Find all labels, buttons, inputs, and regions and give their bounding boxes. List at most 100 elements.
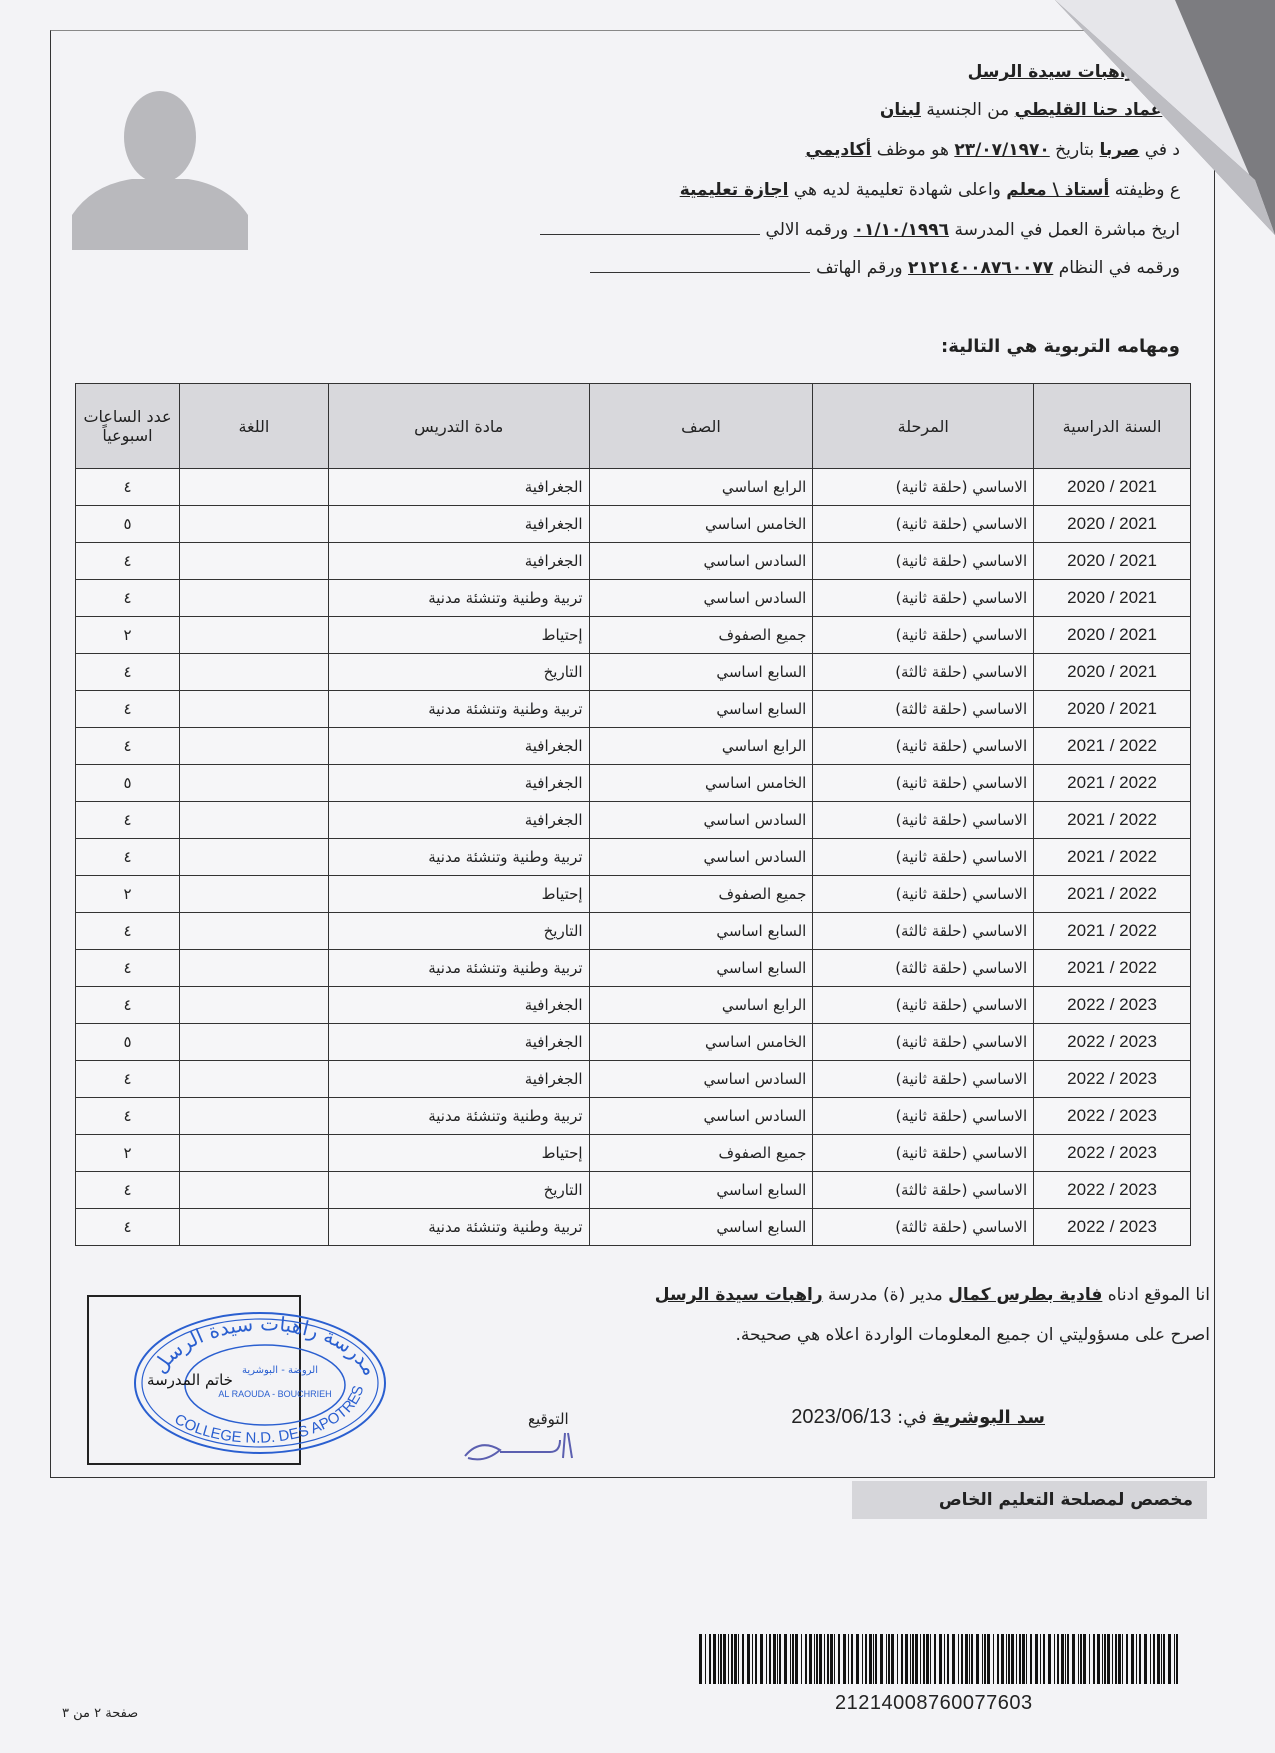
cell-lang	[178, 875, 329, 913]
cell-lang	[178, 690, 329, 728]
page-number: صفحة ٢ من ٣	[62, 1706, 139, 1721]
cell-stage: الاساسي (حلقة ثالثة)	[812, 1171, 1035, 1209]
cell-subject: التاريخ	[327, 1171, 590, 1209]
info-text: ع وظيفته	[1109, 180, 1180, 200]
info-value: ٠١/١٠/١٩٩٦	[853, 220, 950, 240]
cell-year: 2022 / 2023	[1033, 986, 1191, 1024]
cell-hrs: ٤	[75, 727, 180, 765]
cell-stage: الاساسي (حلقة ثانية)	[812, 986, 1035, 1024]
table-row: 2021 / 2022 الاساسي (حلقة ثالثة) السابع اس…	[75, 949, 1191, 987]
barcode-bar	[873, 1634, 874, 1684]
barcode-bar	[830, 1634, 833, 1684]
cell-stage: الاساسي (حلقة ثانية)	[812, 838, 1035, 876]
barcode-bar	[958, 1634, 959, 1684]
cell-year: 2022 / 2023	[1033, 1097, 1191, 1135]
barcode-bar	[827, 1634, 829, 1684]
barcode-bar	[795, 1634, 798, 1684]
stamp-arabic-sub: الروضة - البوشرية	[242, 1365, 318, 1376]
barcode-bar	[1139, 1634, 1141, 1684]
barcode-bar	[848, 1634, 849, 1684]
barcode-bar	[939, 1634, 942, 1684]
col-subject: مادة التدريس	[327, 383, 590, 469]
barcode-bar	[984, 1634, 986, 1684]
barcode-bar	[1168, 1634, 1171, 1684]
col-weekly-hours: عدد الساعات اسبوعياً	[75, 383, 180, 469]
barcode-bar	[769, 1634, 771, 1684]
barcode-bar	[1104, 1634, 1106, 1684]
cell-subject: التاريخ	[327, 912, 590, 950]
cell-hrs: ٤	[75, 1060, 180, 1098]
barcode-bar	[1176, 1634, 1178, 1684]
info-value: راهبات سيدة الرسل	[967, 62, 1136, 82]
info-text: ورقمه في النظام	[1053, 258, 1180, 278]
barcode-bar	[1122, 1634, 1123, 1684]
barcode-bar	[905, 1634, 908, 1684]
col-language: اللغة	[178, 383, 329, 469]
cell-year: 2020 / 2021	[1033, 505, 1191, 543]
director-name: فادية بطرس كمال	[948, 1285, 1103, 1305]
in-label: في:	[891, 1407, 933, 1428]
info-line: د في صربا بتاريخ ٢٣/٠٧/١٩٧٠ هو موظف أكاد…	[806, 140, 1180, 160]
table-row: 2022 / 2023 الاساسي (حلقة ثالثة) السابع اس…	[75, 1208, 1191, 1246]
barcode-bar	[1057, 1634, 1059, 1684]
cell-subject: تربية وطنية وتنشئة مدنية	[327, 838, 590, 876]
info-line: ورقمه في النظام ٢١٢١٤٠٠٨٧٦٠٠٧٧ ورقم الها…	[590, 258, 1180, 278]
school-stamp: مدرسة راهبات سيدة الرسل COLLEGE N.D. DES…	[134, 1311, 386, 1454]
table-row: 2020 / 2021 الاساسي (حلقة ثانية) السادس اس…	[75, 542, 1191, 580]
cell-hrs: ٥	[75, 764, 180, 802]
cell-hrs: ٤	[75, 542, 180, 580]
table-row: 2022 / 2023 الاساسي (حلقة ثانية) الخامس اس…	[75, 1023, 1191, 1061]
cell-subject: تربية وطنية وتنشئة مدنية	[327, 1208, 590, 1246]
barcode-bar	[1118, 1634, 1121, 1684]
barcode-bar	[1161, 1634, 1162, 1684]
barcode-bar	[997, 1634, 999, 1684]
cell-hrs: ٤	[75, 1171, 180, 1209]
table-row: 2021 / 2022 الاساسي (حلقة ثالثة) السابع اس…	[75, 912, 1191, 950]
barcode-bar	[1157, 1634, 1160, 1684]
col-stage: المرحلة	[812, 383, 1035, 469]
barcode-bar	[1083, 1634, 1086, 1684]
barcode-bar	[969, 1634, 970, 1684]
cell-class: السادس اساسي	[588, 801, 814, 839]
cell-class: السادس اساسي	[588, 1097, 814, 1135]
cell-lang	[178, 838, 329, 876]
cell-hrs: ٤	[75, 653, 180, 691]
school-name: راهبات سيدة الرسل	[654, 1285, 823, 1305]
barcode-bar	[1011, 1634, 1014, 1684]
barcode-bar	[886, 1634, 887, 1684]
cell-stage: الاساسي (حلقة ثانية)	[812, 875, 1035, 913]
info-text: هو موظف	[871, 140, 955, 160]
cell-stage: الاساسي (حلقة ثالثة)	[812, 690, 1035, 728]
cell-year: 2022 / 2023	[1033, 1208, 1191, 1246]
barcode-bar	[961, 1634, 963, 1684]
barcode-bar	[976, 1634, 979, 1684]
barcode-bar	[1089, 1634, 1090, 1684]
barcode-bar	[993, 1634, 994, 1684]
tasks-heading: ومهامه التربوية هي التالية:	[941, 336, 1180, 357]
photo-placeholder	[72, 75, 248, 250]
cell-subject: تربية وطنية وتنشئة مدنية	[327, 949, 590, 987]
barcode-bar	[1048, 1634, 1051, 1684]
cell-lang	[178, 542, 329, 580]
cell-stage: الاساسي (حلقة ثانية)	[812, 579, 1035, 617]
barcode-bar	[862, 1634, 863, 1684]
barcode-bar	[1102, 1634, 1103, 1684]
barcode-bar	[1006, 1634, 1007, 1684]
cell-lang	[178, 653, 329, 691]
cell-year: 2020 / 2021	[1033, 653, 1191, 691]
decl-text: مدير (ة) مدرسة	[822, 1285, 949, 1305]
signature-label: التوقيع	[528, 1410, 569, 1428]
cell-stage: الاساسي (حلقة ثانية)	[812, 616, 1035, 654]
cell-class: الرابع اساسي	[588, 468, 814, 506]
barcode-bar	[838, 1634, 840, 1684]
barcode-bar	[965, 1634, 968, 1684]
barcode-bar	[699, 1634, 702, 1684]
barcode-bar	[1008, 1634, 1010, 1684]
barcode-bar	[971, 1634, 973, 1684]
barcode-bar	[875, 1634, 877, 1684]
table-row: 2022 / 2023 الاساسي (حلقة ثانية) السادس اس…	[75, 1060, 1191, 1098]
barcode-bar	[777, 1634, 778, 1684]
barcode-bar	[1107, 1634, 1110, 1684]
info-value: أكاديمي	[805, 140, 872, 160]
cell-lang	[178, 764, 329, 802]
